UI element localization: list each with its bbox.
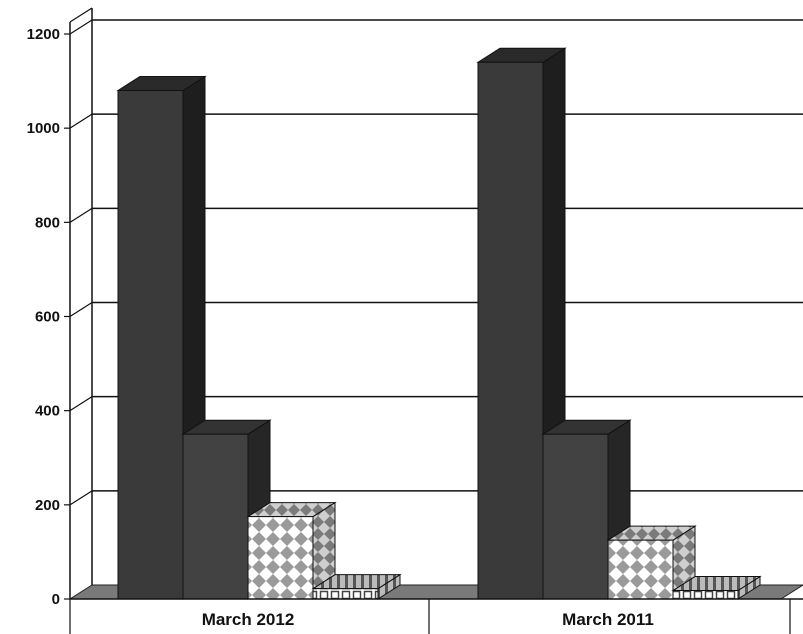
bar-front — [312, 588, 379, 600]
gridline-side — [69, 301, 93, 318]
y-tick-label: 0 — [52, 591, 60, 608]
y-tick-label: 200 — [35, 497, 60, 514]
bar-front — [672, 590, 739, 600]
y-axis-tick-labels: 0 200 400 600 800 1000 1200 — [27, 26, 70, 608]
gridline-side — [69, 490, 93, 506]
gridline-side — [69, 396, 93, 412]
bar-1-3 — [246, 501, 337, 600]
bar-front — [477, 61, 544, 600]
bars — [116, 47, 762, 600]
bar-1-4 — [311, 573, 402, 600]
bar-2-3 — [606, 525, 697, 600]
y-tick-label: 1000 — [27, 120, 60, 137]
bar-front — [247, 516, 314, 600]
bar-front — [182, 433, 249, 600]
x-axis — [69, 598, 803, 634]
bar-front — [117, 90, 184, 600]
category-label: March 2012 — [202, 610, 295, 629]
bar-2-4 — [671, 575, 762, 600]
bar-front — [607, 539, 674, 600]
y-tick-label: 600 — [35, 309, 60, 326]
y-tick-label: 400 — [35, 403, 60, 420]
gridline-side — [69, 19, 93, 35]
bar-front — [542, 433, 609, 600]
chart-walls — [69, 7, 93, 599]
gridline-side — [69, 113, 93, 129]
category-labels: March 2012 March 2011 — [202, 610, 654, 629]
wall-top-edge — [69, 7, 93, 23]
category-label: March 2011 — [562, 610, 654, 629]
y-tick-label: 1200 — [27, 26, 60, 43]
gridline-side — [69, 207, 93, 223]
y-tick-label: 800 — [35, 214, 60, 231]
